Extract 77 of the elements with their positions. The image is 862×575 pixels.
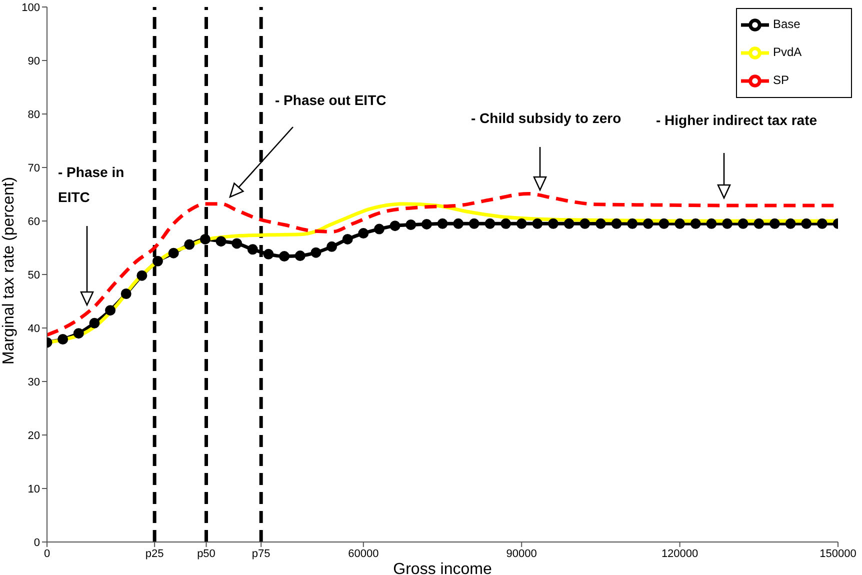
x-axis-title: Gross income — [393, 561, 492, 575]
point — [247, 244, 258, 255]
point — [690, 218, 701, 229]
point — [73, 328, 84, 339]
annotation: - Phase out EITC — [275, 92, 386, 108]
point — [232, 238, 242, 249]
y-tick-label: 80 — [28, 108, 40, 121]
point — [294, 250, 306, 262]
point — [279, 251, 290, 262]
y-tick-label: 90 — [28, 55, 40, 68]
x-tick-label: p75 — [252, 548, 270, 560]
annotation: - Phase in EITC — [58, 163, 126, 207]
point — [390, 220, 400, 232]
point — [548, 218, 558, 229]
point — [326, 241, 338, 252]
point — [184, 239, 195, 250]
x-tick-label: 90000 — [506, 548, 537, 560]
point — [468, 218, 480, 229]
point — [769, 218, 780, 229]
point — [564, 218, 574, 229]
point — [168, 248, 179, 258]
y-tick-label: 20 — [28, 430, 40, 442]
point — [580, 218, 590, 229]
point — [310, 247, 322, 258]
point — [785, 218, 796, 229]
x-tick-label: 0 — [44, 548, 50, 560]
point — [58, 334, 68, 344]
y-axis-title: Marginal tax rate (percent) — [0, 176, 18, 364]
point — [453, 218, 464, 229]
annotation: - Child subsidy to zero — [471, 110, 622, 126]
point — [706, 218, 717, 229]
point — [738, 218, 748, 229]
point — [406, 219, 416, 230]
point — [374, 224, 384, 234]
x-tick-label: 60000 — [348, 548, 379, 560]
point — [722, 218, 733, 229]
point — [89, 318, 100, 328]
point — [358, 228, 369, 239]
point — [627, 218, 638, 229]
point — [152, 256, 163, 266]
y-tick-label: 0 — [34, 536, 40, 549]
y-tick-label: 40 — [28, 322, 40, 335]
point — [595, 218, 606, 229]
point — [200, 234, 210, 244]
annotation: - Higher indirect tax rate — [656, 111, 818, 130]
point — [216, 236, 226, 247]
y-tick-label: 30 — [28, 376, 40, 388]
point — [674, 218, 686, 229]
x-tick-label: 120000 — [661, 548, 698, 560]
x-tick-label: p25 — [145, 548, 164, 560]
point — [342, 234, 353, 244]
point — [500, 218, 512, 229]
point — [484, 218, 496, 229]
point — [816, 218, 828, 229]
legend-label: PvdA — [773, 45, 802, 60]
point — [120, 288, 132, 300]
y-tick-label: 50 — [28, 269, 40, 282]
point — [516, 218, 527, 229]
y-tick-label: 10 — [28, 483, 40, 496]
y-tick-label: 100 — [22, 2, 40, 14]
legend-label: Base — [773, 17, 800, 32]
point — [801, 218, 812, 229]
point — [754, 218, 764, 229]
point — [263, 248, 274, 260]
y-tick-label: 70 — [28, 162, 40, 174]
x-tick-label: p50 — [197, 548, 216, 560]
point — [105, 305, 116, 316]
point — [421, 218, 432, 230]
point — [136, 270, 148, 281]
point — [611, 218, 622, 229]
point — [437, 218, 448, 229]
point — [532, 218, 543, 229]
point — [658, 218, 670, 229]
point — [642, 218, 654, 229]
legend-label: SP — [773, 73, 790, 88]
y-tick-label: 60 — [28, 216, 40, 228]
x-tick-label: 150000 — [820, 548, 856, 560]
